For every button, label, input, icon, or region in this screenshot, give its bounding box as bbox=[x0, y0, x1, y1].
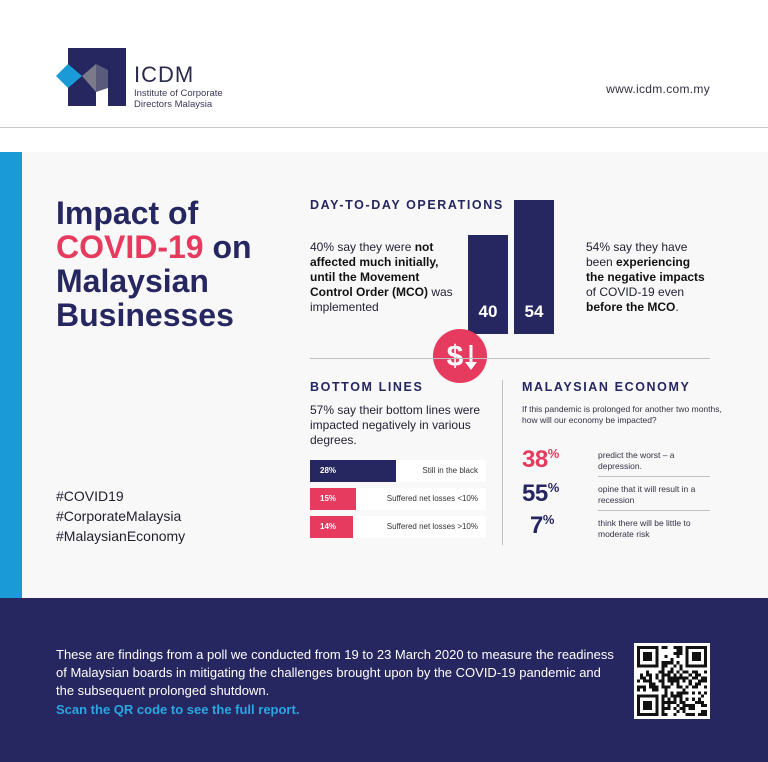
operations-right-post: . bbox=[675, 300, 679, 314]
bottom-lines-bar-label: Suffered net losses >10% bbox=[386, 522, 478, 531]
qr-code-icon[interactable] bbox=[634, 643, 710, 719]
hashtag-list: #COVID19 #CorporateMalaysia #MalaysianEc… bbox=[56, 486, 185, 546]
svg-text:$: $ bbox=[447, 340, 464, 373]
operations-right-bold: experiencing the negative impacts bbox=[586, 255, 705, 284]
vertical-divider bbox=[502, 380, 503, 545]
title-line-1: Impact of bbox=[56, 195, 199, 231]
operations-bar-label: 54 bbox=[524, 302, 544, 321]
operations-left-post: was implemented bbox=[310, 285, 453, 314]
logo-subtitle-line-2: Directors Malaysia bbox=[134, 99, 213, 110]
operations-left-pre: 40% say they were bbox=[310, 240, 415, 254]
bottom-lines-bar-value: 28% bbox=[320, 466, 337, 475]
economy-question: If this pandemic is prolonged for anothe… bbox=[522, 404, 722, 425]
operations-right-bold-2: before the MCO bbox=[586, 300, 676, 314]
economy-pct-moderate: 7% bbox=[530, 512, 554, 539]
title-line-3: Malaysian bbox=[56, 263, 209, 299]
operations-right-text: 54% say they have been experiencing the … bbox=[586, 240, 706, 315]
icdm-logo-icon bbox=[56, 48, 126, 106]
bottom-lines-heading: BOTTOM LINES bbox=[310, 380, 424, 394]
bottom-lines-bar-value: 15% bbox=[320, 494, 337, 503]
economy-pct-value: 38 bbox=[522, 446, 548, 473]
operations-bar: 40 bbox=[468, 235, 508, 334]
bottom-lines-row: 15% Suffered net losses <10% bbox=[310, 488, 486, 510]
header-divider bbox=[0, 127, 768, 128]
bottom-lines-bar: 14% bbox=[310, 516, 353, 538]
bottom-lines-text: 57% say their bottom lines were impacted… bbox=[310, 403, 481, 447]
hashtag[interactable]: #CorporateMalaysia bbox=[56, 508, 182, 524]
bottom-lines-row: 14% Suffered net losses >10% bbox=[310, 516, 486, 538]
operations-bar-label: 40 bbox=[478, 302, 498, 321]
title-line-2-rest: on bbox=[203, 229, 252, 265]
operations-left-text: 40% say they were not affected much init… bbox=[310, 240, 460, 315]
logo-subtitle: Institute of Corporate Directors Malaysi… bbox=[134, 88, 254, 110]
logo-subtitle-line-1: Institute of Corporate bbox=[134, 88, 223, 99]
logo-name: ICDM bbox=[134, 62, 195, 87]
title-accent: COVID-19 bbox=[56, 229, 204, 265]
bottom-lines-bar: 28% bbox=[310, 460, 396, 482]
bottom-lines-bar: 15% bbox=[310, 488, 356, 510]
bottom-lines-bar-label: Suffered net losses <10% bbox=[386, 494, 478, 503]
operations-right-pre: 54% say they have been bbox=[586, 240, 688, 269]
hashtag[interactable]: #MalaysianEconomy bbox=[56, 528, 186, 544]
dollar-down-icon: $ bbox=[433, 329, 487, 383]
bottom-lines-row: 28% Still in the black bbox=[310, 460, 486, 482]
economy-divider bbox=[598, 476, 710, 477]
page-title: Impact of COVID-19 on Malaysian Business… bbox=[56, 196, 296, 332]
economy-desc-depression: predict the worst – a depression. bbox=[598, 450, 675, 471]
footer-cta-link[interactable]: Scan the QR code to see the full report. bbox=[56, 702, 300, 717]
economy-pct-recession: 55% bbox=[522, 480, 559, 507]
title-line-4: Businesses bbox=[56, 297, 234, 333]
operations-bar-chart: 40 54 bbox=[468, 200, 558, 334]
economy-desc-recession: opine that it will result in a recession bbox=[598, 484, 696, 505]
hashtag[interactable]: #COVID19 bbox=[56, 488, 124, 504]
bottom-lines-bar-label: Still in the black bbox=[422, 466, 478, 475]
operations-left-bold: not affected much initially, until the M… bbox=[310, 240, 439, 299]
economy-desc-moderate: think there will be little to moderate r… bbox=[598, 518, 691, 539]
economy-heading: MALAYSIAN ECONOMY bbox=[522, 380, 691, 394]
economy-pct-value: 55 bbox=[522, 480, 548, 507]
economy-pct-value: 7 bbox=[530, 512, 543, 539]
economy-divider bbox=[598, 510, 710, 511]
operations-bar: 54 bbox=[514, 200, 554, 334]
operations-heading: DAY-TO-DAY OPERATIONS bbox=[310, 198, 504, 212]
site-url[interactable]: www.icdm.com.my bbox=[606, 82, 710, 96]
economy-pct-depression: 38% bbox=[522, 446, 559, 473]
side-accent-bar bbox=[0, 152, 22, 598]
bottom-lines-bar-value: 14% bbox=[320, 522, 337, 531]
horizontal-divider bbox=[310, 358, 710, 359]
header bbox=[0, 0, 768, 128]
operations-right-mid: of COVID-19 even bbox=[586, 285, 685, 299]
footer-text: These are findings from a poll we conduc… bbox=[56, 647, 614, 698]
title-line-2: COVID-19 on bbox=[56, 230, 296, 264]
